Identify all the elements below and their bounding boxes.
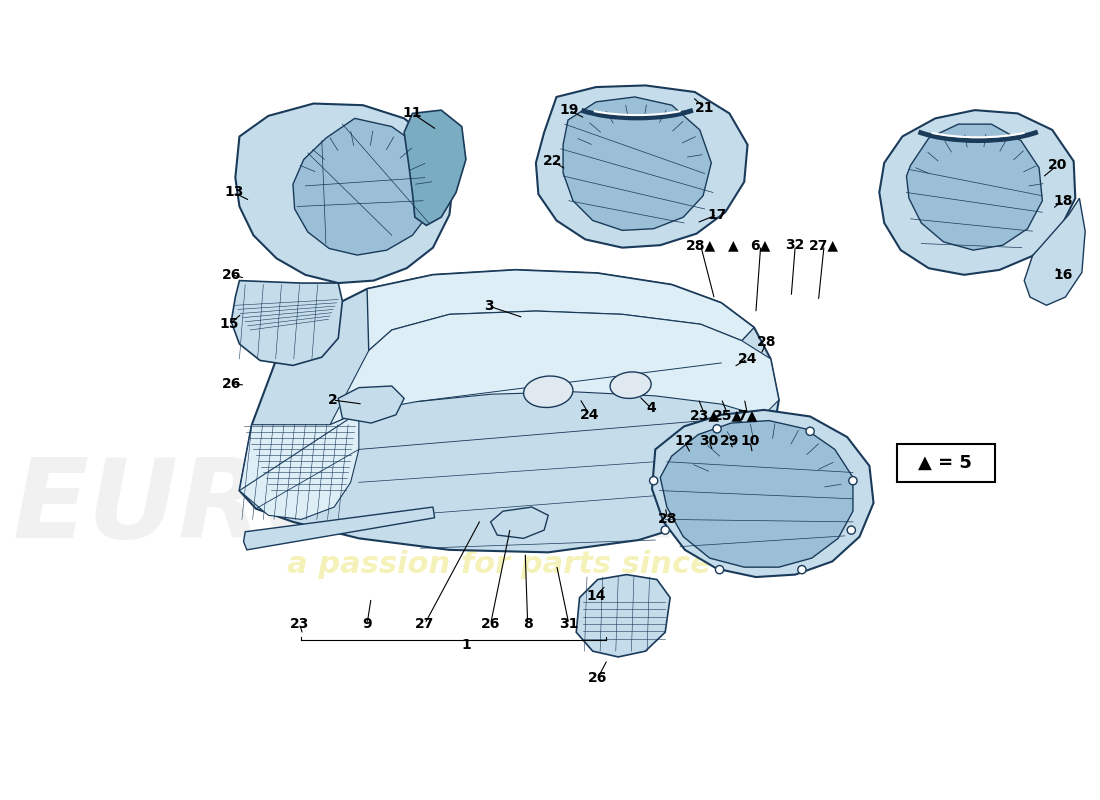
Circle shape — [847, 526, 856, 534]
Polygon shape — [660, 421, 852, 567]
Text: 23▲: 23▲ — [690, 408, 719, 422]
Text: 16: 16 — [1054, 268, 1072, 282]
Text: 29: 29 — [719, 434, 739, 448]
Circle shape — [798, 566, 806, 574]
Polygon shape — [339, 386, 404, 423]
Ellipse shape — [610, 372, 651, 398]
Text: 8: 8 — [522, 617, 532, 631]
Circle shape — [715, 566, 724, 574]
Text: 19: 19 — [559, 103, 579, 117]
Text: 11: 11 — [403, 106, 422, 121]
Polygon shape — [404, 110, 466, 226]
Text: 14: 14 — [586, 589, 606, 603]
Text: 3: 3 — [484, 299, 494, 313]
Polygon shape — [243, 507, 434, 550]
Text: 30: 30 — [700, 434, 718, 448]
Circle shape — [713, 425, 722, 433]
Polygon shape — [879, 110, 1076, 275]
Text: 28: 28 — [757, 335, 777, 350]
Text: a passion for parts since: a passion for parts since — [287, 550, 711, 579]
Text: 28▲: 28▲ — [685, 238, 716, 252]
Text: 20: 20 — [1047, 158, 1067, 172]
Text: 7▲: 7▲ — [737, 408, 758, 422]
Text: 28: 28 — [658, 513, 678, 526]
Text: 32: 32 — [785, 238, 805, 252]
Text: 22: 22 — [542, 154, 562, 168]
Text: 17: 17 — [707, 208, 727, 222]
Polygon shape — [367, 270, 755, 350]
Polygon shape — [652, 410, 873, 577]
Polygon shape — [491, 507, 548, 538]
Circle shape — [849, 477, 857, 485]
Circle shape — [661, 526, 669, 534]
Polygon shape — [231, 281, 342, 366]
Text: 26: 26 — [481, 617, 500, 631]
Text: 25▲: 25▲ — [713, 408, 743, 422]
Polygon shape — [563, 97, 712, 230]
Circle shape — [649, 477, 658, 485]
Circle shape — [806, 427, 814, 435]
Ellipse shape — [524, 376, 573, 407]
Polygon shape — [906, 124, 1043, 250]
Text: ▲ = 5: ▲ = 5 — [918, 454, 972, 471]
Polygon shape — [240, 412, 359, 519]
Text: 26: 26 — [588, 671, 607, 686]
Polygon shape — [240, 270, 779, 552]
Text: 12: 12 — [674, 434, 694, 448]
Text: 6▲: 6▲ — [750, 238, 771, 252]
Text: 27▲: 27▲ — [810, 238, 839, 252]
Polygon shape — [536, 86, 748, 248]
Text: 15: 15 — [220, 318, 240, 331]
Text: 27: 27 — [415, 617, 434, 631]
Text: EUROSPARES: EUROSPARES — [12, 454, 837, 561]
Polygon shape — [330, 311, 779, 425]
Text: 24: 24 — [580, 408, 600, 422]
Text: 1: 1 — [461, 638, 471, 653]
Text: 18: 18 — [1053, 194, 1072, 208]
Text: 26: 26 — [221, 377, 241, 390]
FancyBboxPatch shape — [896, 444, 994, 482]
Text: 21: 21 — [695, 101, 715, 114]
Text: ▲: ▲ — [728, 238, 739, 252]
Text: 31: 31 — [559, 617, 579, 631]
Text: 4: 4 — [647, 402, 656, 415]
Text: 24: 24 — [738, 352, 757, 366]
Text: 26: 26 — [221, 268, 241, 282]
Text: 10: 10 — [740, 434, 760, 448]
Polygon shape — [576, 574, 670, 657]
Text: 2: 2 — [328, 393, 338, 407]
Polygon shape — [235, 103, 453, 283]
Text: 13: 13 — [224, 186, 243, 199]
Text: 23: 23 — [290, 617, 309, 631]
Text: 9: 9 — [362, 617, 372, 631]
Polygon shape — [1024, 198, 1086, 306]
Polygon shape — [293, 118, 437, 255]
